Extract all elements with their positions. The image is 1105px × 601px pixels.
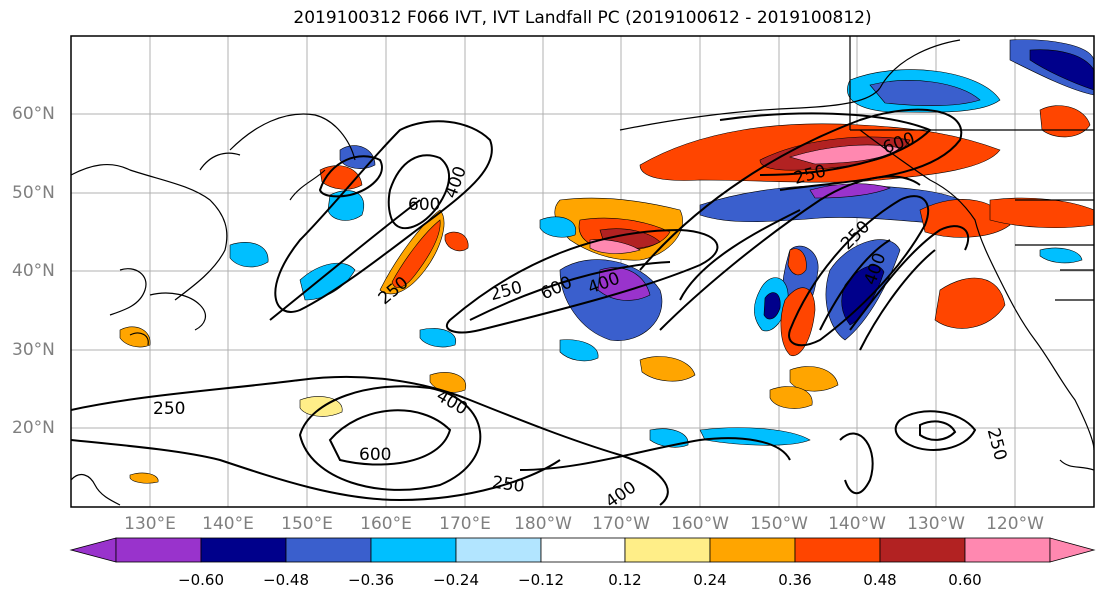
lon-label-130e: 130°E [124,514,176,534]
colorbar-tick-label: −0.36 [348,571,394,589]
lat-label-60n: 60°N [12,104,55,124]
lat-label-30n: 30°N [12,340,55,360]
lon-label-170e: 170°E [439,514,491,534]
lon-label-140e: 140°E [202,514,254,534]
colorbar-tick-label: 0.24 [693,571,727,589]
contour-label: 250 [491,473,526,497]
lon-label-160w: 160°W [671,514,729,534]
colorbar-extend-min [69,537,117,563]
colorbar [69,537,1096,563]
contour-label: 600 [408,195,440,215]
lon-label-160e: 160°E [360,514,412,534]
lon-label-140w: 140°W [828,514,886,534]
colorbar-tick-label: 0.36 [778,571,812,589]
colorbar-tick-label: 0.48 [863,571,897,589]
map-title: 2019100312 F066 IVT, IVT Landfall PC (20… [293,8,872,28]
lon-label-150e: 150°E [281,514,333,534]
lat-label-40n: 40°N [12,261,55,281]
lat-label-20n: 20°N [12,418,55,438]
colorbar-extend-max [1049,537,1096,563]
colorbar-tick-label: 0.12 [608,571,642,589]
lon-label-180w: 180°W [514,514,572,534]
anomaly-fills [119,39,1094,484]
lat-label-50n: 50°N [12,183,55,203]
contour-label: 250 [153,399,185,419]
contour-label: 600 [359,445,391,465]
lon-label-150w: 150°W [750,514,808,534]
colorbar-tick-label: −0.48 [263,571,309,589]
lon-label-130w: 130°W [907,514,965,534]
colorbar-tick-label: −0.60 [178,571,224,589]
lon-label-170w: 170°W [592,514,650,534]
coastlines [71,36,1094,506]
colorbar-tick-label: −0.24 [433,571,479,589]
ivt-contours [71,108,977,506]
colorbar-tick-label: 0.60 [948,571,982,589]
colorbar-tick-label: −0.12 [518,571,564,589]
lon-label-120w: 120°W [986,514,1044,534]
